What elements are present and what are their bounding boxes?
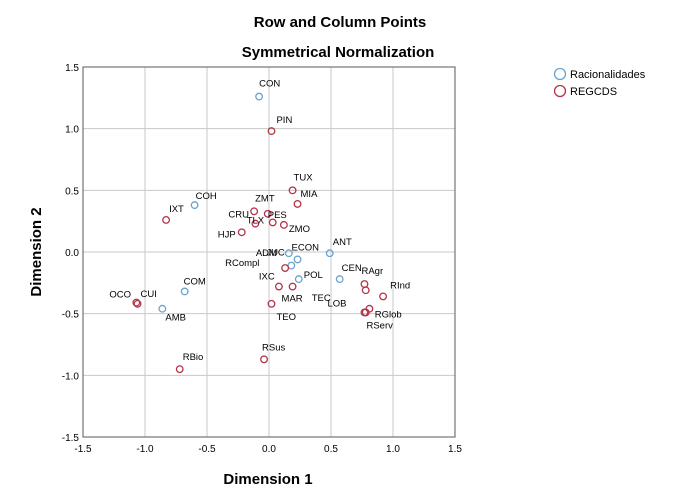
- point-label-mia: MIA: [301, 189, 319, 200]
- point-label-teo: TEO: [276, 312, 296, 323]
- data-point-rbio: [175, 365, 184, 374]
- point-label-pol: POL: [304, 270, 323, 281]
- point-label-rglob: RGlob: [375, 309, 402, 320]
- data-point-tec: [361, 286, 370, 295]
- data-point-hjp: [237, 228, 246, 237]
- data-point-rind: [379, 292, 388, 301]
- x-tick-label: 1.5: [448, 444, 462, 455]
- point-label-rcompl: RCompl: [225, 258, 259, 269]
- data-point-econ: [293, 255, 302, 264]
- data-point-amb: [158, 304, 167, 313]
- point-label-lob: LOB: [327, 299, 346, 310]
- data-point-rcompl: [281, 264, 290, 272]
- x-tick-label: -1.5: [74, 444, 92, 455]
- data-point-com: [180, 287, 189, 296]
- data-point-rserv: [360, 308, 369, 317]
- data-point-ragr: [360, 280, 369, 289]
- data-point-mar: [288, 282, 297, 291]
- legend: Racionalidades REGCDS: [553, 67, 646, 98]
- legend-label-racionalidades: Racionalidades: [570, 69, 646, 81]
- y-tick-label: 0.5: [65, 186, 79, 197]
- data-point-ant: [325, 249, 334, 258]
- x-tick-label: -1.0: [136, 444, 154, 455]
- point-label-coh: COH: [196, 191, 217, 202]
- y-tick-label: -1.0: [62, 371, 80, 382]
- y-tick-label: 1.5: [65, 63, 79, 74]
- point-label-hjp: HJP: [218, 229, 236, 240]
- point-label-mar: MAR: [282, 294, 303, 305]
- y-axis-label: Dimension 2: [28, 207, 45, 296]
- point-label-cen: CEN: [342, 263, 362, 274]
- point-label-cui: CUI: [141, 289, 157, 300]
- point-label-tux: TUX: [294, 172, 314, 183]
- y-tick-label: 0.0: [65, 248, 79, 259]
- data-point-cru: [251, 219, 260, 228]
- data-point-cen: [335, 275, 344, 284]
- data-point-pol: [294, 275, 303, 284]
- point-label-econ: ECON: [292, 242, 320, 253]
- data-point-con: [255, 92, 264, 101]
- point-label-zmt: ZMT: [255, 193, 275, 204]
- x-tick-label: -0.5: [198, 444, 216, 455]
- tick-labels: -1.5 -1.0 -0.5 0.0 0.5 1.0 1.5 1.5 1.0 0.5 0.0 -0.5…: [62, 63, 463, 455]
- point-label-zmo: ZMO: [289, 224, 310, 235]
- point-label-pes: PES: [268, 210, 287, 221]
- point-label-juc: JUC: [266, 248, 285, 259]
- y-tick-label: -0.5: [62, 310, 80, 321]
- point-label-rbio: RBio: [183, 352, 204, 363]
- point-label-rsus: RSus: [262, 342, 285, 353]
- legend-marker-regcds: [553, 84, 567, 98]
- data-point-pes: [263, 209, 272, 218]
- data-point-rsus: [260, 355, 268, 364]
- point-label-ant: ANT: [333, 237, 352, 248]
- point-label-ragr: RAgr: [361, 266, 383, 277]
- data-point-ixt: [162, 215, 171, 224]
- data-point-zmo: [279, 220, 288, 229]
- x-tick-label: 1.0: [386, 444, 400, 455]
- data-point-adm: [284, 249, 293, 258]
- y-tick-label: -1.5: [62, 433, 80, 444]
- point-label-pin: PIN: [276, 115, 292, 126]
- data-point-zmt: [250, 207, 259, 216]
- data-point-tux: [288, 186, 297, 195]
- point-label-cru: CRU: [228, 210, 249, 221]
- point-label-ixt: IXT: [169, 204, 184, 215]
- point-label-com: COM: [184, 276, 206, 287]
- point-label-rserv: RServ: [366, 320, 393, 331]
- point-label-oco: OCO: [109, 290, 131, 301]
- point-label-tec: TEC: [312, 293, 331, 304]
- plot-frame: [82, 66, 456, 438]
- legend-marker-racionalidades: [553, 67, 567, 81]
- point-label-ixc: IXC: [259, 272, 275, 283]
- point-label-amb: AMB: [165, 313, 186, 324]
- point-label-rind: RInd: [390, 280, 410, 291]
- point-label-con: CON: [259, 79, 280, 90]
- data-point-oco: [132, 298, 141, 307]
- data-point-pin: [267, 127, 276, 136]
- data-point-ixc: [274, 282, 283, 291]
- data-point-teo: [267, 299, 276, 308]
- point-label-tlx: TLX: [247, 215, 265, 226]
- chart-subtitle: Symmetrical Normalization: [242, 44, 435, 61]
- chart-title: Row and Column Points: [254, 14, 427, 31]
- data-point-coh: [190, 201, 199, 210]
- y-tick-label: 1.0: [65, 125, 79, 136]
- point-label-adm: ADM: [256, 248, 277, 259]
- data-point-tlx: [268, 218, 277, 227]
- legend-label-regcds: REGCDS: [570, 86, 617, 98]
- data-points: CON COH COM AMB ADM ECON JUC POL ANT CEN PIN TUX MIA…: [109, 79, 410, 374]
- data-point-cui: [133, 299, 142, 308]
- data-point-mia: [293, 199, 302, 208]
- series-racionalidades: CON COH COM AMB ADM ECON JUC POL ANT CEN: [158, 79, 362, 324]
- x-tick-label: 0.5: [324, 444, 338, 455]
- x-axis-label: Dimension 1: [223, 471, 312, 488]
- x-tick-label: 0.0: [262, 444, 276, 455]
